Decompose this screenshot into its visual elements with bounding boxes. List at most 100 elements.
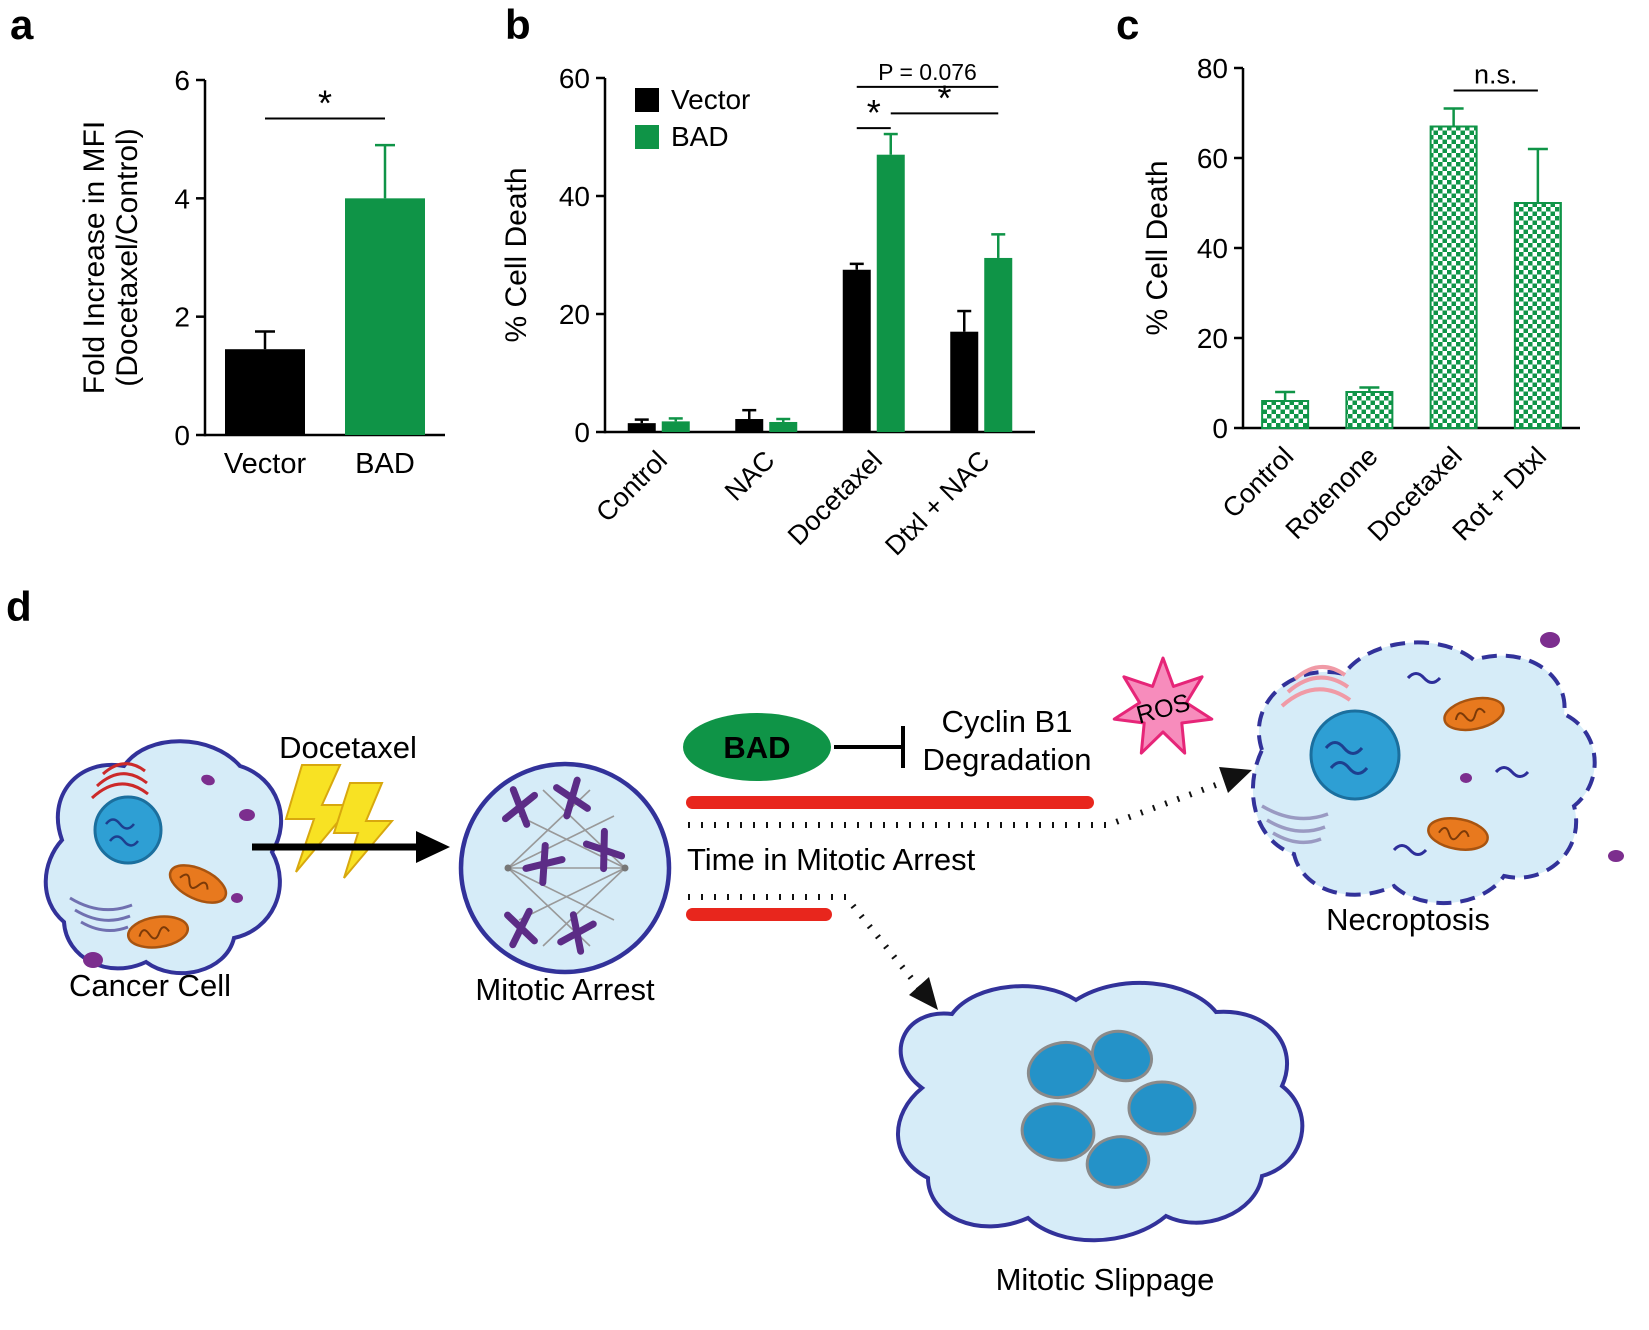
time-bar-long (686, 796, 1094, 809)
necroptosis-cell: Necroptosis (1250, 632, 1624, 937)
y-tick-label: 0 (1212, 413, 1228, 444)
x-category-label: Vector (224, 448, 307, 480)
arrowhead (909, 977, 938, 1010)
bad-ellipse (683, 713, 831, 781)
y-tick-label: 6 (174, 65, 190, 96)
y-axis-title: % Cell Death (500, 167, 533, 342)
y-tick-label: 60 (559, 63, 590, 94)
y-tick-label: 4 (174, 183, 190, 214)
nucleus-dna-squiggle (105, 818, 135, 830)
fate-arrows: Time in Mitotic Arrest (686, 767, 1252, 1010)
panel-label-c: c (1116, 1, 1140, 48)
nucleus-dna-squiggle (109, 835, 139, 847)
mitotic-slippage-cell: Mitotic Slippage (896, 980, 1305, 1297)
cell-membrane-dashed (1250, 640, 1597, 906)
vesicle (201, 774, 215, 786)
x-category-label: BAD (355, 448, 415, 480)
lightning-bolt-icon (284, 764, 395, 879)
nucleus-dna-squiggle (1324, 741, 1364, 755)
panel-label-a: a (10, 1, 34, 48)
bar (842, 269, 871, 432)
vesicle (231, 893, 243, 903)
bar (984, 257, 1013, 432)
cell-membrane (43, 739, 284, 976)
legend-label: BAD (671, 121, 729, 152)
golgi-icon (69, 896, 133, 933)
arrowhead (1219, 767, 1252, 793)
vesicle (1608, 850, 1624, 862)
vesicle (1460, 773, 1472, 783)
annotation-text: * (937, 77, 951, 118)
legend-swatch (635, 125, 659, 149)
vesicle (239, 809, 255, 821)
cell-membrane (896, 980, 1305, 1243)
y-tick-label: 40 (559, 181, 590, 212)
bad-inhibition: BAD Cyclin B1 Degradation (683, 704, 1091, 781)
y-axis-title: Fold Increase in MFI (78, 121, 111, 394)
ros-burst: ROS (1112, 656, 1214, 755)
y-tick-label: 60 (1197, 143, 1228, 174)
mitotic-slippage-label: Mitotic Slippage (996, 1262, 1215, 1297)
y-tick-label: 2 (174, 302, 190, 333)
nucleus (1309, 709, 1401, 801)
y-tick-label: 20 (559, 299, 590, 330)
golgi-icon (1261, 804, 1329, 845)
bar (1345, 391, 1394, 429)
bar (876, 154, 905, 432)
nucleus (93, 795, 163, 865)
y-axis-title: (Docetaxel/Control) (111, 128, 144, 386)
star-icon (1112, 656, 1214, 755)
y-tick-label: 0 (574, 417, 590, 448)
docetaxel-treatment: Docetaxel (252, 730, 450, 879)
mitotic-arrest-label: Mitotic Arrest (475, 972, 655, 1007)
y-tick-label: 20 (1197, 323, 1228, 354)
progress-arrowhead (416, 831, 450, 863)
time-bar-short (686, 908, 832, 921)
bar (950, 331, 979, 432)
bar (345, 198, 425, 435)
vesicle (1540, 632, 1560, 648)
nucleus-dna-squiggle (1329, 761, 1369, 775)
bar (1513, 202, 1562, 429)
necroptosis-label: Necroptosis (1326, 902, 1490, 937)
vesicle (83, 952, 103, 968)
chart-b: 0 20 40 60 % Cell Death Control NAC DocetaxelDt… (500, 59, 1035, 561)
x-category-label: Docetaxel (782, 445, 888, 551)
slippage-dotted-arrow (688, 894, 923, 991)
panel-label-b: b (505, 1, 531, 48)
er-icon (1280, 665, 1352, 708)
annotation-text: P = 0.076 (878, 59, 977, 85)
micronuclei (1020, 1029, 1197, 1189)
bar (1429, 125, 1478, 429)
mitotic-arrest-cell: Mitotic Arrest (458, 761, 672, 1007)
bar (661, 421, 690, 432)
bar (627, 423, 656, 432)
diagram-panel: Cancer Cell Docetaxel (43, 632, 1624, 1297)
y-tick-label: 80 (1197, 53, 1228, 84)
annotation-text: n.s. (1474, 60, 1518, 90)
bad-label: BAD (723, 730, 790, 765)
bar (225, 349, 305, 435)
spindle-pole (504, 864, 512, 872)
necroptosis-dotted-arrow (688, 776, 1234, 828)
y-axis-title: % Cell Death (1141, 160, 1174, 335)
legend-swatch (635, 88, 659, 112)
y-tick-label: 0 (174, 420, 190, 451)
cyclin-label-line1: Cyclin B1 (942, 704, 1073, 739)
x-category-label: NAC (719, 445, 781, 507)
cyclin-label-line2: Degradation (923, 742, 1092, 777)
x-category-label: Control (1217, 441, 1300, 524)
time-in-mitotic-arrest-label: Time in Mitotic Arrest (687, 842, 976, 877)
legend-label: Vector (671, 84, 750, 115)
x-category-label: Dtxl + NAC (879, 445, 995, 561)
bar (735, 419, 764, 432)
cancer-cell-label: Cancer Cell (69, 968, 231, 1003)
chart-a: 0 2 4 6 Fold Increase in MFI (Docetaxel/Contr… (78, 65, 445, 480)
bar (769, 421, 798, 432)
x-category-label: Control (590, 445, 673, 528)
annotation-text: * (867, 92, 881, 133)
y-tick-label: 40 (1197, 233, 1228, 264)
dna-fragment-squiggles (1392, 672, 1530, 856)
